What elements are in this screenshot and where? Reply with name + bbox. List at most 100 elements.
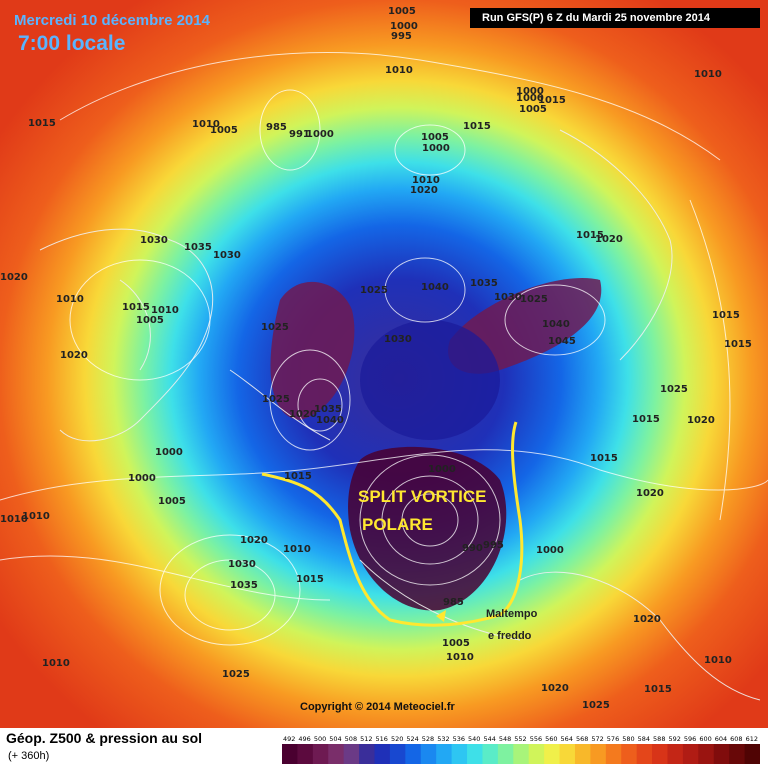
svg-text:1010: 1010 [151,305,179,316]
svg-text:1000: 1000 [516,86,544,97]
svg-text:1015: 1015 [463,121,491,132]
svg-text:990: 990 [462,543,483,554]
svg-text:1015: 1015 [724,339,752,350]
color-scale-tick: 544 [483,735,495,743]
color-scale-tick: 496 [298,735,310,743]
color-swatch [482,744,499,764]
color-swatch [713,744,730,764]
svg-text:1015: 1015 [576,230,604,241]
svg-text:1025: 1025 [262,394,290,405]
color-scale-tick: 492 [283,735,295,743]
svg-text:1010: 1010 [283,544,311,555]
svg-text:1015: 1015 [644,684,672,695]
color-scale-tick: 516 [376,735,388,743]
color-swatch [574,744,591,764]
svg-text:1020: 1020 [636,488,664,499]
deep-blue-core [360,320,500,440]
svg-text:1005: 1005 [519,104,547,115]
svg-text:1000: 1000 [536,545,564,556]
svg-text:1040: 1040 [542,319,570,330]
svg-text:1005: 1005 [442,638,470,649]
svg-text:1020: 1020 [687,415,715,426]
color-swatch [652,744,668,764]
arrow-head [436,610,446,622]
footer-title: Géop. Z500 & pression au sol [6,730,203,746]
svg-text:1010: 1010 [694,69,722,80]
color-swatch [389,744,406,764]
split-vortex-arrow-line [261,421,524,627]
color-swatch [328,744,345,764]
svg-text:1000: 1000 [128,473,156,484]
color-swatch [467,744,483,764]
svg-text:1020: 1020 [633,614,661,625]
svg-text:1020: 1020 [60,350,88,361]
svg-text:1010: 1010 [412,175,440,186]
color-swatch [451,744,468,764]
color-scale-tick: 536 [453,735,465,743]
svg-text:1010: 1010 [192,119,220,130]
color-scale-tick: 576 [607,735,619,743]
freddo-label: e freddo [488,630,532,642]
color-swatch [528,744,545,764]
color-swatch [312,744,329,764]
svg-text:1010: 1010 [385,65,413,76]
split-vortex-title: SPLIT VORTICE [358,487,486,506]
color-scale-tick: 612 [746,735,758,743]
svg-text:1015: 1015 [590,453,618,464]
svg-text:1040: 1040 [316,415,344,426]
svg-text:1015: 1015 [28,118,56,129]
svg-text:1015: 1015 [538,95,566,106]
color-scale-tick: 608 [730,735,742,743]
color-swatch [636,744,653,764]
color-scale-tick: 528 [422,735,434,743]
color-swatch [667,744,684,764]
color-scale-tick: 540 [468,735,480,743]
isobar-contours [0,52,768,646]
color-swatch [513,744,530,764]
color-swatch [544,744,561,764]
svg-text:1015: 1015 [122,302,150,313]
color-scale-tick: 568 [576,735,588,743]
svg-text:1020: 1020 [595,234,623,245]
svg-text:1030: 1030 [213,250,241,261]
svg-text:1015: 1015 [296,574,324,585]
svg-text:1030: 1030 [494,292,522,303]
run-info-box: Run GFS(P) 6 Z du Mardi 25 novembre 2014 [470,8,760,28]
footer-subtitle: (+ 360h) [8,750,50,762]
svg-text:985: 985 [443,597,464,608]
svg-text:1035: 1035 [230,580,258,591]
forecast-date: Mercredi 10 décembre 2014 [14,12,210,29]
color-scale-tick: 580 [622,735,634,743]
svg-text:1000: 1000 [516,93,544,104]
color-swatch [605,744,622,764]
color-scale-tick: 552 [514,735,526,743]
svg-text:1030: 1030 [140,235,168,246]
color-scale-ticks: 492 496 500 504 508 512 516 520 524 528 532 536 540 5… [283,735,758,743]
svg-text:1035: 1035 [314,404,342,415]
svg-text:1040: 1040 [421,282,449,293]
color-scale-tick: 532 [437,735,449,743]
svg-text:1010: 1010 [56,294,84,305]
color-swatch [497,744,514,764]
svg-text:1000: 1000 [155,447,183,458]
svg-text:995: 995 [483,540,504,551]
color-swatch [297,744,314,764]
color-scale-legend: 492 496 500 504 508 512 516 520 524 528 532 536 540 5… [282,735,760,764]
color-scale-tick: 592 [668,735,680,743]
color-scale-tick: 572 [591,735,603,743]
color-scale-tick: 508 [345,735,357,743]
svg-text:1015: 1015 [284,471,312,482]
color-scale-tick: 524 [406,735,418,743]
svg-text:1025: 1025 [520,294,548,305]
svg-text:1020: 1020 [289,409,317,420]
svg-text:1025: 1025 [261,322,289,333]
color-scale-tick: 584 [638,735,650,743]
svg-text:1005: 1005 [421,132,449,143]
color-swatch [374,744,391,764]
maltempo-label: Maltempo [486,608,538,620]
svg-text:1025: 1025 [360,285,388,296]
color-swatch [698,744,715,764]
svg-text:1005: 1005 [388,6,416,17]
copyright-text: Copyright © 2014 Meteociel.fr [300,701,456,713]
